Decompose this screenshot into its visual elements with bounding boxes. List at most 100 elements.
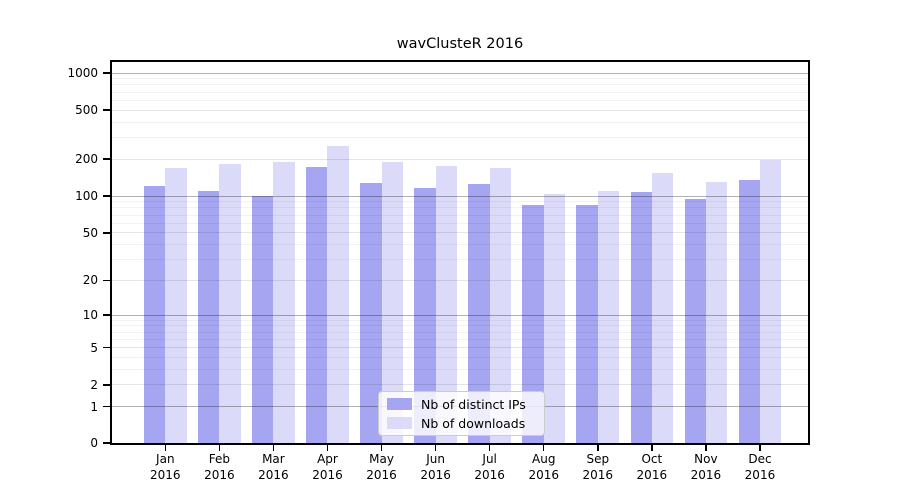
bar-mar-distinct-ips <box>252 196 274 443</box>
gridline-400 <box>112 121 808 123</box>
x-tick-label-nov: Nov 2016 <box>690 452 722 482</box>
x-tick-jun <box>434 445 437 451</box>
y-tick-label-2: 2 <box>90 377 98 392</box>
gridline-2 <box>112 384 808 386</box>
x-tick-label-dec: Dec 2016 <box>744 452 776 482</box>
legend-swatch-downloads-icon <box>387 417 412 429</box>
y-tick-label-5: 5 <box>90 340 98 355</box>
x-tick-jan <box>164 445 167 451</box>
x-tick-feb <box>218 445 221 451</box>
gridline-200 <box>112 158 808 160</box>
x-tick-label-apr: Apr 2016 <box>312 452 343 482</box>
x-tick-oct <box>651 445 653 451</box>
bar-aug-downloads <box>543 194 566 443</box>
x-tick-label-may: May 2016 <box>366 452 397 482</box>
bar-sep-distinct-ips <box>576 205 598 443</box>
bar-jul-distinct-ips <box>468 184 490 443</box>
y-tick-1000 <box>103 72 110 74</box>
legend-swatch-distinct-ips-icon <box>387 398 412 410</box>
bar-jan-downloads <box>165 168 187 443</box>
gridline-60 <box>112 222 808 224</box>
legend: Nb of distinct IPs Nb of downloads <box>378 391 545 436</box>
gridline-7 <box>112 331 808 333</box>
bar-oct-downloads <box>651 172 674 443</box>
gridline-40 <box>112 243 808 245</box>
x-tick-label-mar: Mar 2016 <box>258 452 289 482</box>
y-tick-label-20: 20 <box>82 273 98 288</box>
y-tick-500 <box>103 109 110 111</box>
y-tick-20 <box>103 279 110 282</box>
chart-title: wavClusteR 2016 <box>396 36 524 52</box>
gridline-700 <box>112 91 808 93</box>
bar-feb-downloads <box>219 163 241 443</box>
y-tick-label-200: 200 <box>75 152 98 167</box>
bar-aug-distinct-ips <box>522 205 544 443</box>
y-tick-100 <box>103 195 110 197</box>
gridline-8 <box>112 325 808 327</box>
y-tick-200 <box>103 158 110 160</box>
gridline-3 <box>112 368 808 370</box>
y-tick-50 <box>103 232 110 234</box>
y-tick-2 <box>103 384 110 386</box>
gridline-9 <box>112 319 808 321</box>
y-tick-label-10: 10 <box>82 308 98 323</box>
gridline-70 <box>112 214 808 216</box>
bar-nov-distinct-ips <box>684 198 706 443</box>
bar-jul-downloads <box>489 168 511 443</box>
x-tick-mar <box>272 445 275 451</box>
x-tick-label-jan: Jan 2016 <box>150 452 181 482</box>
bar-apr-distinct-ips <box>306 166 328 443</box>
gridline-5 <box>112 347 808 349</box>
gridline-300 <box>112 136 808 138</box>
bar-feb-distinct-ips <box>198 191 220 443</box>
bar-dec-distinct-ips <box>738 180 760 443</box>
bar-apr-downloads <box>327 145 349 443</box>
y-tick-label-100: 100 <box>75 189 98 204</box>
y-tick-label-0: 0 <box>90 436 98 450</box>
y-tick-label-1: 1 <box>90 399 98 414</box>
gridline-50 <box>112 232 808 234</box>
x-tick-nov <box>705 445 707 451</box>
y-tick-0 <box>103 442 110 444</box>
y-tick-label-500: 500 <box>75 103 98 118</box>
x-tick-sep <box>597 445 599 451</box>
gridline-90 <box>112 201 808 203</box>
legend-label-distinct-ips: Nb of distinct IPs <box>421 396 526 412</box>
bar-jan-distinct-ips <box>144 186 166 443</box>
x-tick-label-aug: Aug 2016 <box>528 452 559 482</box>
bar-jun-distinct-ips <box>414 187 436 443</box>
gridline-600 <box>112 99 808 101</box>
gridline-30 <box>112 258 808 260</box>
legend-label-downloads: Nb of downloads <box>421 415 526 431</box>
gridline-4 <box>112 356 808 358</box>
gridline-800 <box>112 84 808 86</box>
legend-item-downloads: Nb of downloads <box>387 416 536 431</box>
y-tick-label-50: 50 <box>82 225 98 240</box>
legend-item-distinct-ips: Nb of distinct IPs <box>387 397 536 412</box>
x-tick-label-oct: Oct 2016 <box>636 452 668 482</box>
bar-jun-downloads <box>435 165 457 443</box>
x-tick-aug <box>542 445 545 451</box>
y-tick-label-1000: 1000 <box>67 66 98 80</box>
x-tick-jul <box>488 445 491 451</box>
y-tick-10 <box>103 314 110 316</box>
y-tick-1 <box>103 405 110 408</box>
gridline-100 <box>112 195 808 197</box>
gridline-20 <box>112 279 808 281</box>
x-tick-label-feb: Feb 2016 <box>204 452 235 482</box>
gridline-80 <box>112 207 808 209</box>
gridline-500 <box>112 109 808 111</box>
bar-mar-downloads <box>273 161 295 443</box>
gridline-1000 <box>112 72 808 74</box>
x-tick-dec <box>759 445 761 451</box>
bar-may-downloads <box>381 161 403 443</box>
gridline-900 <box>112 78 808 80</box>
x-tick-label-jul: Jul 2016 <box>474 452 505 482</box>
bar-dec-downloads <box>759 159 782 443</box>
x-tick-may <box>380 445 383 451</box>
x-tick-label-sep: Sep 2016 <box>582 452 614 482</box>
x-tick-apr <box>326 445 329 451</box>
bar-may-distinct-ips <box>360 182 382 443</box>
bar-oct-distinct-ips <box>630 191 652 443</box>
